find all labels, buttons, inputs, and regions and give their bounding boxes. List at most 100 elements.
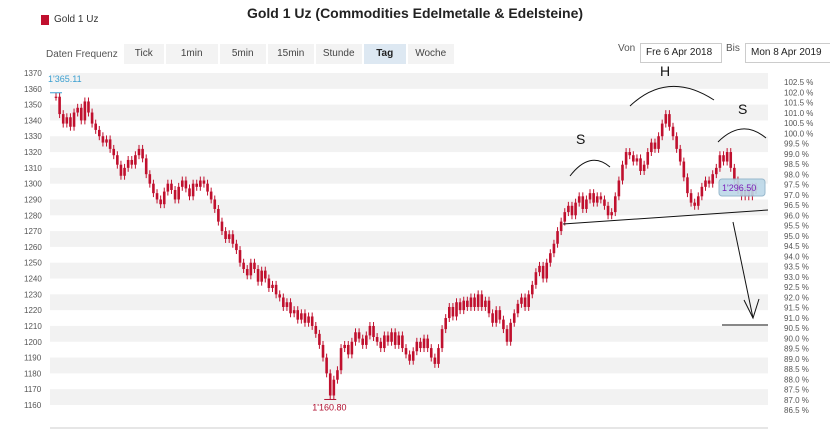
candle-body bbox=[419, 341, 422, 349]
candle-body bbox=[235, 243, 238, 251]
neckline bbox=[562, 209, 769, 225]
y-tick-label: 1300 bbox=[24, 180, 42, 189]
y-tick-label: 1330 bbox=[24, 132, 42, 141]
candle-body bbox=[595, 196, 599, 203]
annotation-right-shoulder: S bbox=[738, 101, 747, 117]
candle-body bbox=[397, 335, 401, 345]
annotation-left-shoulder: S bbox=[576, 131, 585, 147]
candle-body bbox=[563, 212, 567, 222]
max-value-label: 1'365.11 bbox=[48, 74, 82, 84]
candle-body bbox=[592, 193, 595, 203]
from-date-input[interactable]: Fre 6 Apr 2018 bbox=[640, 43, 722, 63]
candle-body bbox=[466, 300, 469, 307]
y2-tick-label: 93.0 % bbox=[784, 273, 809, 282]
candle-body bbox=[76, 107, 79, 113]
y2-tick-label: 89.5 % bbox=[784, 345, 809, 354]
candle-body bbox=[386, 335, 390, 342]
candle-body bbox=[65, 117, 69, 124]
y-tick-label: 1240 bbox=[24, 275, 42, 284]
candle-body bbox=[426, 338, 429, 349]
candle-body bbox=[245, 269, 249, 276]
candle-body bbox=[556, 231, 559, 244]
frequency-tag-button[interactable]: Tag bbox=[363, 44, 406, 64]
grid-band bbox=[50, 325, 768, 342]
candle-body bbox=[693, 202, 696, 206]
y2-tick-label: 100.0 % bbox=[784, 129, 813, 138]
candle-body bbox=[660, 123, 664, 137]
y2-tick-label: 96.5 % bbox=[784, 201, 809, 210]
candle-body bbox=[350, 341, 354, 355]
candle-body bbox=[429, 348, 433, 358]
candle-body bbox=[711, 174, 715, 184]
candle-body bbox=[733, 167, 736, 181]
candle-body bbox=[599, 196, 603, 200]
candle-body bbox=[191, 183, 195, 197]
candle-body bbox=[278, 294, 282, 298]
candle-body bbox=[130, 159, 134, 165]
candle-body bbox=[162, 191, 166, 205]
candle-body bbox=[206, 183, 209, 192]
candle-body bbox=[624, 152, 628, 165]
y2-tick-label: 102.5 % bbox=[784, 78, 813, 87]
to-date-input[interactable]: Mon 8 Apr 2019 bbox=[745, 43, 830, 63]
candle-body bbox=[650, 142, 653, 153]
frequency-1min-button[interactable]: 1min bbox=[165, 44, 218, 64]
candle-body bbox=[408, 354, 411, 361]
grid-band bbox=[50, 104, 768, 121]
y2-tick-label: 98.0 % bbox=[784, 170, 809, 179]
candle-body bbox=[242, 262, 245, 270]
candle-body bbox=[621, 164, 624, 181]
candle-body bbox=[671, 126, 675, 137]
candle-body bbox=[491, 313, 494, 323]
candle-body bbox=[274, 284, 278, 295]
min-value-label: 1'160.80 bbox=[312, 402, 346, 412]
candle-body bbox=[433, 357, 437, 364]
candle-body bbox=[69, 117, 72, 127]
target-arrow bbox=[732, 221, 754, 319]
candle-body bbox=[480, 294, 484, 307]
y-tick-label: 1230 bbox=[24, 290, 42, 299]
grid-band bbox=[50, 389, 768, 405]
candle-body bbox=[527, 294, 530, 307]
y2-tick-label: 95.0 % bbox=[784, 232, 809, 241]
candle-body bbox=[437, 348, 440, 364]
candle-body bbox=[209, 191, 213, 200]
y2-tick-label: 87.5 % bbox=[784, 386, 809, 395]
y2-tick-label: 90.0 % bbox=[784, 334, 809, 343]
candle-body bbox=[97, 129, 101, 137]
target-arrowhead bbox=[743, 298, 760, 320]
candle-body bbox=[646, 152, 650, 165]
candle-body bbox=[343, 344, 346, 349]
grid-band bbox=[50, 199, 768, 216]
candle-body bbox=[54, 96, 58, 98]
frequency-15min-button[interactable]: 15min bbox=[267, 44, 314, 64]
candle-body bbox=[523, 297, 527, 307]
y2-tick-label: 97.5 % bbox=[784, 181, 809, 190]
y2-tick-label: 98.5 % bbox=[784, 160, 809, 169]
candle-body bbox=[570, 205, 574, 216]
candle-body bbox=[217, 208, 220, 222]
candle-body bbox=[300, 313, 303, 320]
candle-body bbox=[552, 243, 556, 254]
frequency-toolbar: Daten Frequenz Tick 1min 5min 15min Stun… bbox=[46, 44, 456, 64]
candle-body bbox=[195, 183, 199, 187]
chart-title: Gold 1 Uz (Commodities Edelmetalle & Ede… bbox=[246, 5, 584, 21]
frequency-woche-button[interactable]: Woche bbox=[407, 44, 454, 64]
candle-body bbox=[393, 332, 397, 345]
y-tick-label: 1310 bbox=[24, 164, 42, 173]
candle-body bbox=[58, 96, 61, 115]
candle-body bbox=[361, 338, 365, 345]
candle-body bbox=[512, 313, 516, 323]
candle-body bbox=[689, 193, 693, 203]
candle-body bbox=[541, 265, 545, 279]
candle-body bbox=[444, 318, 447, 330]
candle-body bbox=[447, 306, 451, 319]
y2-tick-label: 100.5 % bbox=[784, 119, 813, 128]
candle-body bbox=[220, 221, 224, 232]
frequency-tick-button[interactable]: Tick bbox=[123, 44, 164, 64]
frequency-stunde-button[interactable]: Stunde bbox=[315, 44, 362, 64]
frequency-5min-button[interactable]: 5min bbox=[219, 44, 266, 64]
candle-body bbox=[617, 180, 621, 197]
current-value-box bbox=[718, 178, 766, 197]
candle-body bbox=[577, 196, 581, 203]
